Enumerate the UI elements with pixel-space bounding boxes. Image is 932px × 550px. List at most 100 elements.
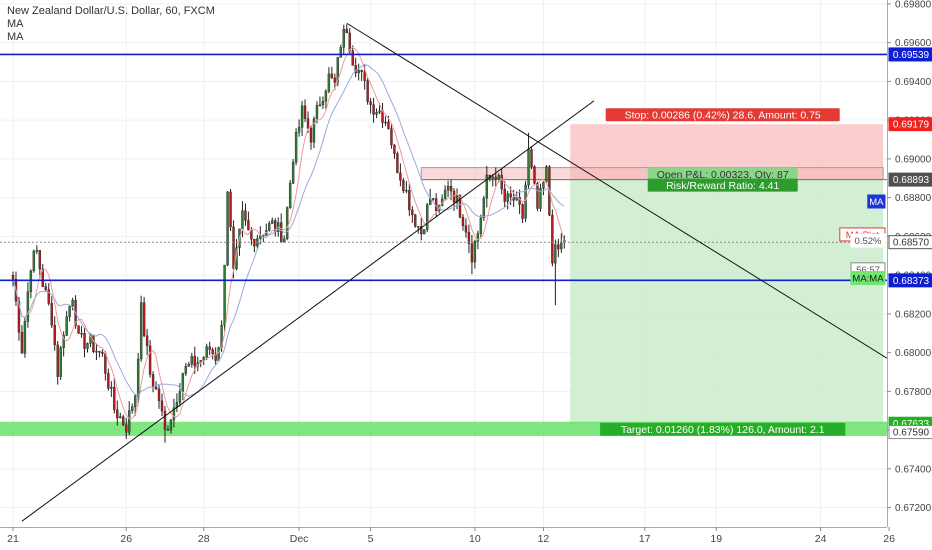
- candle-body: [205, 346, 208, 358]
- candle-body: [71, 299, 74, 307]
- candle-body: [142, 302, 146, 337]
- ma-layer: [12, 46, 565, 420]
- candle-body: [148, 345, 152, 375]
- candle-body: [208, 346, 211, 350]
- candle-body: [20, 332, 24, 354]
- candle-body: [268, 223, 271, 231]
- candle-body: [521, 204, 524, 219]
- candle-body: [291, 161, 295, 184]
- candle-body: [518, 197, 521, 205]
- candle-body: [387, 121, 390, 129]
- candle-body: [41, 268, 44, 287]
- candle-body: [211, 349, 214, 354]
- candle-body: [485, 174, 489, 199]
- candle-body: [193, 356, 196, 367]
- candle-body: [98, 350, 101, 353]
- candle-body: [282, 238, 286, 243]
- candle-body: [464, 225, 468, 233]
- candle-body: [372, 104, 375, 115]
- candle-body: [86, 343, 89, 349]
- candle-body: [420, 226, 423, 235]
- candle-body: [554, 244, 557, 264]
- candle-body: [23, 321, 27, 354]
- candle-body: [122, 416, 125, 426]
- candle-body: [253, 239, 256, 247]
- y-tick-label: 0.69800: [895, 0, 932, 10]
- candle-body: [506, 193, 509, 202]
- candle-body: [476, 233, 480, 242]
- candle-body: [300, 105, 304, 128]
- candle-body: [241, 210, 244, 230]
- candles-layer: [11, 24, 566, 443]
- side-tag-bg: [850, 271, 886, 286]
- candle-body: [423, 229, 426, 235]
- candle-body: [446, 185, 450, 191]
- candle-body: [178, 391, 182, 403]
- y-tick-label: 0.68800: [895, 193, 932, 204]
- axis-price-label-bg: [888, 425, 932, 440]
- target-label: Target: 0.01260 (1.83%) 126.0, Amount: 2…: [621, 424, 825, 436]
- candle-body: [458, 194, 462, 218]
- x-tick-label: 28: [198, 533, 210, 545]
- candle-body: [527, 149, 530, 186]
- candle-body: [130, 406, 134, 411]
- y-tick-label: 0.67800: [895, 387, 932, 398]
- candle-body: [399, 172, 402, 181]
- target-label-bg: [600, 422, 846, 436]
- legend-ma-slow[interactable]: MA: [7, 31, 24, 43]
- candle-body: [190, 356, 194, 365]
- candle-body: [294, 132, 298, 163]
- candle-body: [533, 166, 536, 184]
- chart-title: New Zealand Dollar/U.S. Dollar, 60, FXCM: [7, 5, 215, 17]
- candle-body: [133, 395, 137, 408]
- axis-price-label: 0.68570: [893, 238, 930, 249]
- candle-body: [151, 374, 155, 388]
- lines-layer: [0, 22, 893, 522]
- candle-body: [312, 118, 316, 143]
- candle-body: [163, 410, 167, 430]
- candle-body: [363, 71, 366, 81]
- candle-body: [431, 198, 435, 200]
- candle-body: [321, 101, 325, 106]
- x-tick-label: 12: [538, 533, 550, 545]
- candle-body: [494, 176, 497, 180]
- candle-body: [226, 191, 229, 266]
- legend-ma-fast[interactable]: MA: [7, 18, 24, 30]
- candle-body: [110, 387, 113, 389]
- side-tag: 0.52%: [855, 236, 882, 247]
- candle-body: [306, 118, 310, 129]
- candle-body: [324, 91, 328, 102]
- trendline: [21, 100, 595, 522]
- candle-body: [244, 210, 247, 221]
- side-tag: MA:MA: [852, 274, 884, 285]
- candle-body: [26, 291, 30, 322]
- candle-body: [202, 357, 205, 361]
- candle-body: [65, 316, 68, 336]
- stop-label: Stop: 0.00286 (0.42%) 28.6, Amount: 0.75: [625, 110, 821, 122]
- candle-body: [530, 149, 533, 167]
- pnl-label-bg: [647, 167, 798, 181]
- candle-body: [92, 334, 95, 352]
- candle-body: [414, 214, 417, 227]
- candle-body: [345, 28, 348, 34]
- candle-body: [89, 334, 92, 344]
- axis-price-label-bg: [888, 273, 932, 288]
- x-tick-label: 17: [639, 533, 651, 545]
- axis-price-label-bg: [888, 172, 932, 187]
- side-tag: 56:57: [856, 265, 880, 276]
- candle-body: [318, 104, 322, 107]
- candle-body: [342, 28, 345, 48]
- candle-body: [545, 166, 548, 183]
- candle-body: [80, 333, 83, 335]
- candle-body: [375, 112, 378, 115]
- candle-body: [339, 47, 342, 58]
- x-tick-label: 26: [883, 533, 895, 545]
- candle-body: [509, 193, 512, 198]
- ma-slow-line: [12, 64, 565, 397]
- x-tick-label: 19: [710, 533, 722, 545]
- x-tick-label: 26: [120, 533, 132, 545]
- candle-body: [184, 366, 188, 374]
- candle-body: [360, 70, 363, 72]
